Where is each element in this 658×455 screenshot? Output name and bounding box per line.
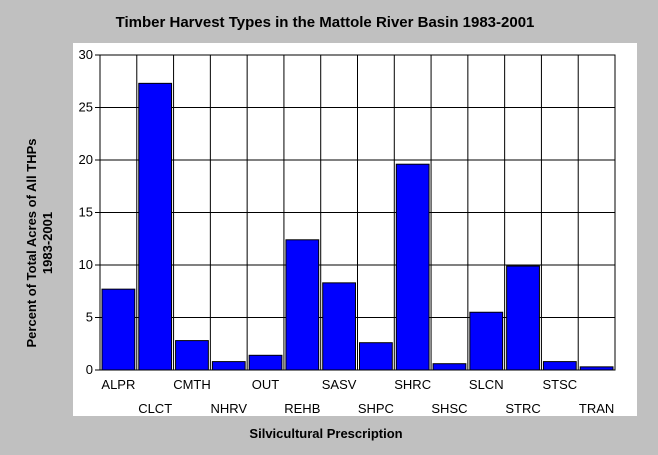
bar-nhrv bbox=[211, 361, 246, 371]
x-tick-label: CMTH bbox=[173, 377, 211, 392]
bar-shrc bbox=[395, 163, 430, 371]
x-tick-label: SHSC bbox=[431, 401, 467, 416]
x-tick-label: SHPC bbox=[358, 401, 394, 416]
x-tick-label: STRC bbox=[505, 401, 540, 416]
bar-shsc bbox=[432, 363, 467, 371]
y-axis-label-line1: Percent of Total Acres of All THPs bbox=[24, 138, 39, 347]
x-tick-label: SASV bbox=[322, 377, 357, 392]
x-tick-label: TRAN bbox=[579, 401, 614, 416]
x-tick-label: SHRC bbox=[394, 377, 431, 392]
bar-strc bbox=[506, 265, 540, 371]
y-tick-label: 0 bbox=[86, 362, 93, 377]
x-tick-label: CLCT bbox=[138, 401, 172, 416]
x-tick-label: SLCN bbox=[469, 377, 504, 392]
y-tick-label: 20 bbox=[79, 152, 93, 167]
y-tick-label: 10 bbox=[79, 257, 93, 272]
bars bbox=[101, 82, 614, 371]
y-tick-label: 5 bbox=[86, 310, 93, 325]
bar-shpc bbox=[359, 342, 393, 371]
bar-rehb bbox=[285, 239, 320, 371]
x-tick-label: OUT bbox=[252, 377, 280, 392]
bar-sasv bbox=[322, 282, 357, 371]
x-tick-label: STSC bbox=[542, 377, 577, 392]
x-tick-label: NHRV bbox=[210, 401, 247, 416]
bar-clct bbox=[138, 82, 173, 371]
bar-slcn bbox=[469, 311, 504, 371]
x-tick-label: REHB bbox=[284, 401, 320, 416]
y-tick-label: 25 bbox=[79, 100, 93, 115]
y-axis-label-line2: 1983-2001 bbox=[40, 212, 55, 274]
axes bbox=[95, 54, 616, 371]
tick-labels: 051015202530ALPRCLCTCMTHNHRVOUTREHBSASVS… bbox=[79, 47, 615, 416]
bar-cmth bbox=[175, 340, 209, 371]
chart-title: Timber Harvest Types in the Mattole Rive… bbox=[116, 14, 535, 31]
bar-out bbox=[248, 354, 283, 371]
plot-frame bbox=[99, 54, 616, 371]
y-tick-label: 15 bbox=[79, 205, 93, 220]
y-tick-label: 30 bbox=[79, 47, 93, 62]
bar-stsc bbox=[542, 361, 577, 371]
bar-alpr bbox=[101, 288, 136, 371]
x-tick-label: ALPR bbox=[101, 377, 135, 392]
x-axis-label: Silvicultural Prescription bbox=[249, 426, 402, 441]
